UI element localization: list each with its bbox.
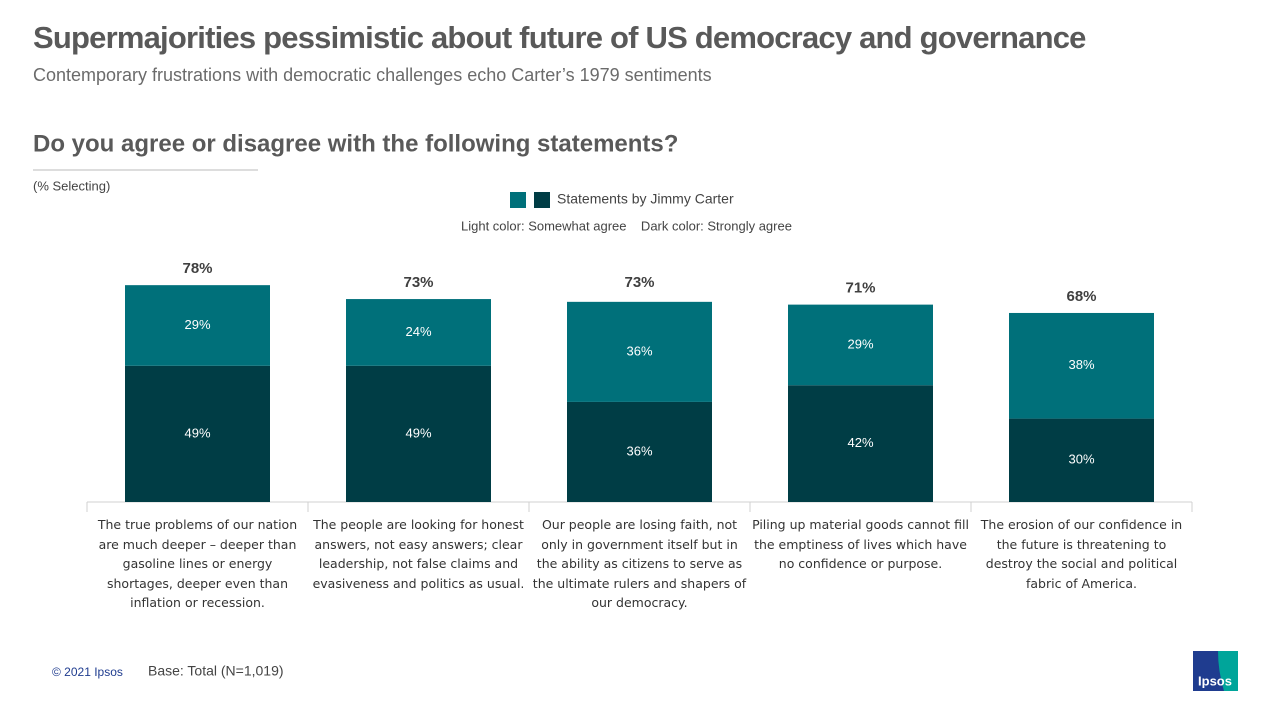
bar-segment xyxy=(346,299,491,366)
data-label: 42% xyxy=(847,435,873,450)
bar-segment xyxy=(788,385,933,502)
bar-segment xyxy=(346,365,491,502)
data-label: 29% xyxy=(184,317,210,332)
legend-swatch xyxy=(534,192,550,208)
bar-segment xyxy=(1009,312,1154,419)
bar-segment xyxy=(125,365,270,502)
bar-segment xyxy=(567,401,712,502)
data-label: 36% xyxy=(626,343,652,358)
data-label: 29% xyxy=(847,336,873,351)
total-label: 73% xyxy=(403,274,433,291)
data-label: 49% xyxy=(184,425,210,440)
data-label: 38% xyxy=(1068,357,1094,372)
subtitle: Contemporary frustrations with democrati… xyxy=(33,65,712,85)
category-label: The true problems of our nation are much… xyxy=(97,517,298,610)
data-label: 30% xyxy=(1068,452,1094,467)
logo: Ipsos xyxy=(1198,673,1232,688)
bar-segment xyxy=(788,304,933,386)
axis-note: (% Selecting) xyxy=(33,178,110,193)
data-label: 49% xyxy=(405,425,431,440)
category-label: The people are looking for honest answer… xyxy=(312,517,525,591)
category-label: Piling up material goods cannot fill the… xyxy=(752,517,969,571)
question: Do you agree or disagree with the follow… xyxy=(33,130,678,157)
base-note: Base: Total (N=1,019) xyxy=(148,663,284,679)
copyright: © 2021 Ipsos xyxy=(52,665,123,679)
data-label: 24% xyxy=(405,324,431,339)
total-label: 78% xyxy=(182,260,212,277)
legend-note: Light color: Somewhat agree Dark color: … xyxy=(461,218,792,233)
bar-segment xyxy=(125,285,270,366)
total-label: 71% xyxy=(845,280,875,297)
total-label: 73% xyxy=(624,274,654,291)
bar-segment xyxy=(1009,418,1154,502)
bar-segment xyxy=(567,301,712,402)
chart-title: Supermajorities pessimistic about future… xyxy=(33,20,1086,55)
legend-label: Statements by Jimmy Carter xyxy=(557,191,734,207)
category-label: The erosion of our confidence in the fut… xyxy=(980,517,1183,591)
total-label: 68% xyxy=(1066,288,1096,305)
logo-accent xyxy=(1218,651,1238,691)
data-label: 36% xyxy=(626,443,652,458)
category-label: Our people are losing faith, not only in… xyxy=(532,517,747,610)
legend-swatch xyxy=(510,192,526,208)
